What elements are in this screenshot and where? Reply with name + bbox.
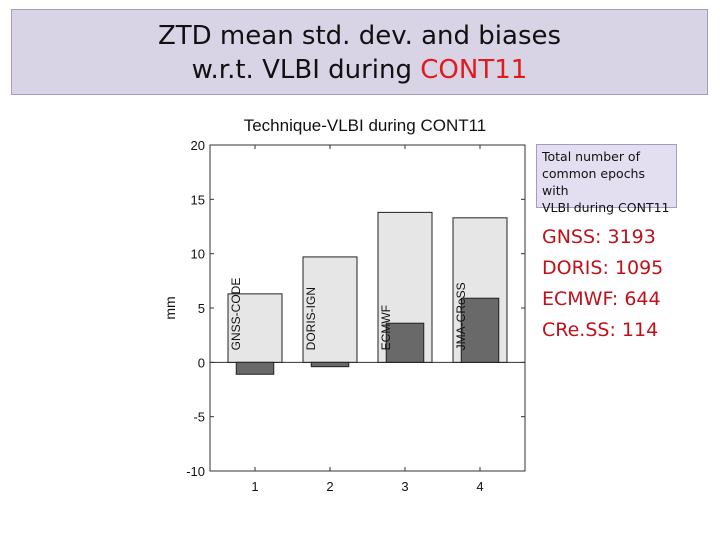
bar-s2-4 [460,297,500,363]
chart-title: Technique-VLBI during CONT11 [244,116,487,135]
bar-label-2: DORIS-IGN [304,287,318,350]
bar-s2-2 [310,361,350,368]
info-line-3: VLBI during CONT11 [542,200,670,215]
info-box: Total number of common epochs with VLBI … [536,144,677,215]
bar-label-1: GNSS-CODE [229,278,243,351]
bar-label-3: ECMWF [379,305,393,350]
y-tick-label: 10 [191,247,205,262]
count-ecmwf: ECMWF: 644 [542,288,661,310]
title-line-2-prefix: w.r.t. VLBI during [191,55,421,85]
bar-s2-1 [235,361,275,375]
y-tick-label: 15 [191,192,205,207]
x-tick-label: 3 [401,479,408,494]
bar-label-4: JMA-CReSS [454,282,468,350]
title-line-1: ZTD mean std. dev. and biases [157,21,562,51]
title-line-2: w.r.t. VLBI during CONT11 [12,53,707,87]
info-line-1: Total number of [542,149,640,164]
count-gnss: GNSS: 3193 [542,226,656,248]
title-accent: CONT11 [420,55,528,85]
bar-s2-3 [385,322,425,363]
y-tick-label: 0 [198,355,205,370]
x-tick-label: 1 [251,479,258,494]
x-tick-label: 4 [476,479,483,494]
y-axis-label: mm [162,296,178,319]
info-line-2: common epochs with [542,166,645,198]
count-cress: CRe.SS: 114 [542,319,659,341]
y-tick-label: -10 [186,464,205,479]
x-tick-label: 2 [326,479,333,494]
count-doris: DORIS: 1095 [542,257,664,279]
epoch-counts: GNSS: 3193 DORIS: 1095 ECMWF: 644 CRe.SS… [542,222,663,346]
y-tick-label: -5 [193,410,205,425]
y-tick-label: 5 [198,301,205,316]
y-tick-label: 20 [191,138,205,153]
slide-title: ZTD mean std. dev. and biases w.r.t. VLB… [11,9,708,95]
